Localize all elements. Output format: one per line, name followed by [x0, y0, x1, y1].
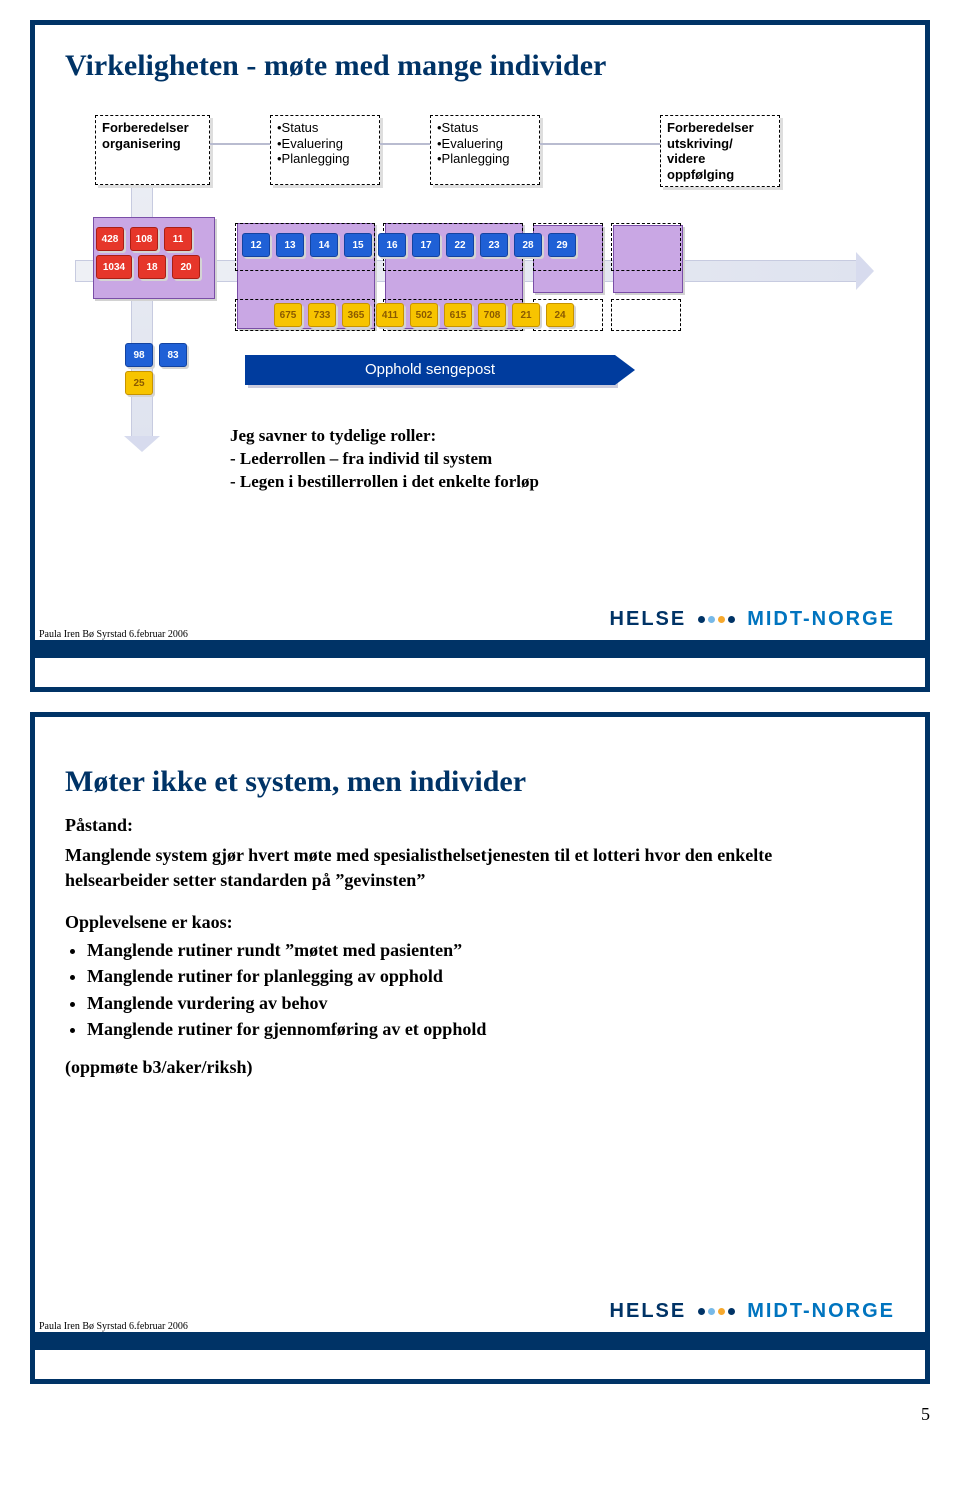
value-cell: 365: [342, 303, 370, 327]
stage-connector: [540, 143, 660, 145]
stage-box: •Status•Evaluering•Planlegging: [430, 115, 540, 185]
slide1-title: Virkeligheten - møte med mange individer: [65, 49, 895, 83]
slide2-body: Påstand: Manglende system gjør hvert møt…: [65, 813, 895, 1080]
value-cell: 22: [446, 233, 474, 257]
value-cell: 16: [378, 233, 406, 257]
opphold-bar: Opphold sengepost: [245, 355, 615, 385]
value-cell: 708: [478, 303, 506, 327]
logo-dot: [728, 616, 735, 623]
value-cell: 14: [310, 233, 338, 257]
value-cell: 17: [412, 233, 440, 257]
logo-dot: [728, 1308, 735, 1315]
page-number: 5: [0, 1404, 930, 1425]
value-cell: 11: [164, 227, 192, 251]
stage-box: Forberedelserorganisering: [95, 115, 210, 185]
value-cell: 675: [274, 303, 302, 327]
value-cell: 28: [514, 233, 542, 257]
credit-1: Paula Iren Bø Syrstad 6.februar 2006: [39, 629, 188, 640]
logo-name1: HELSE: [610, 608, 687, 631]
logo-name2: MIDT-NORGE: [747, 608, 895, 631]
bullet-item: Manglende vurdering av behov: [87, 991, 895, 1015]
flow-diagram: Opphold sengepost Jeg savner to tydelige…: [65, 95, 895, 480]
logo-dots: [698, 616, 735, 623]
value-cell: 733: [308, 303, 336, 327]
value-cell: 25: [125, 371, 153, 395]
logo-dot: [718, 1308, 725, 1315]
value-cell: 615: [444, 303, 472, 327]
logo-dot: [718, 616, 725, 623]
footer-bar: [35, 1332, 925, 1350]
value-cell: 108: [130, 227, 158, 251]
logo-dot: [698, 616, 705, 623]
stage-box: Forberedelserutskriving/videreoppfølging: [660, 115, 780, 187]
dashed-group: [611, 299, 681, 331]
slide2-title: Møter ikke et system, men individer: [65, 765, 895, 799]
value-cell: 1034: [96, 255, 132, 279]
logo-dot: [698, 1308, 705, 1315]
stage-connector: [210, 143, 270, 145]
logo-name2: MIDT-NORGE: [747, 1300, 895, 1323]
slide-1: Virkeligheten - møte med mange individer…: [30, 20, 930, 692]
credit-2: Paula Iren Bø Syrstad 6.februar 2006: [39, 1321, 188, 1332]
value-cell: 20: [172, 255, 200, 279]
stage-connector: [380, 143, 430, 145]
value-cell: 23: [480, 233, 508, 257]
value-row: 6757333654115026157082124: [274, 303, 574, 327]
slide-2: Møter ikke et system, men individer Påst…: [30, 712, 930, 1384]
logo-name1: HELSE: [610, 1300, 687, 1323]
bullet-item: Manglende rutiner rundt ”møtet med pasie…: [87, 938, 895, 962]
value-cell: 29: [548, 233, 576, 257]
logo-dot: [708, 1308, 715, 1315]
value-row: 10341820: [96, 255, 200, 279]
value-cell: 13: [276, 233, 304, 257]
value-cell: 83: [159, 343, 187, 367]
value-cell: 12: [242, 233, 270, 257]
value-cell: 21: [512, 303, 540, 327]
logo-dots: [698, 1308, 735, 1315]
value-cell: 24: [546, 303, 574, 327]
slide2-bullets: Manglende rutiner rundt ”møtet med pasie…: [65, 938, 895, 1041]
logo: HELSE MIDT-NORGE: [610, 1300, 895, 1323]
value-cell: 411: [376, 303, 404, 327]
value-row: 12131415161722232829: [242, 233, 576, 257]
logo-dot: [708, 616, 715, 623]
slide1-body: Jeg savner to tydelige roller: - Lederro…: [230, 425, 539, 494]
footer-bar: [35, 640, 925, 658]
value-row: 25: [125, 371, 153, 395]
value-cell: 502: [410, 303, 438, 327]
bullet-item: Manglende rutiner for planlegging av opp…: [87, 964, 895, 988]
bullet-item: Manglende rutiner for gjennomføring av e…: [87, 1017, 895, 1041]
stage-box: •Status•Evaluering•Planlegging: [270, 115, 380, 185]
dashed-group: [611, 223, 681, 271]
value-cell: 428: [96, 227, 124, 251]
value-row: 42810811: [96, 227, 192, 251]
value-cell: 18: [138, 255, 166, 279]
value-cell: 15: [344, 233, 372, 257]
logo: HELSE MIDT-NORGE: [610, 608, 895, 631]
value-cell: 98: [125, 343, 153, 367]
value-row: 9883: [125, 343, 187, 367]
